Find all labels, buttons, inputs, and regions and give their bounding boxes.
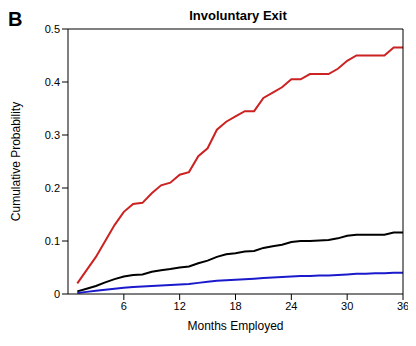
svg-text:0.4: 0.4 [45,76,60,88]
svg-text:Cumulative Probability: Cumulative Probability [9,102,23,221]
html-text:B: B [8,8,23,30]
svg-text:12: 12 [174,300,186,312]
svg-text:36: 36 [397,300,408,312]
svg-text:0.5: 0.5 [45,23,60,35]
svg-text:0.1: 0.1 [45,235,60,247]
svg-text:Months Employed: Months Employed [187,319,283,333]
svg-text:0: 0 [54,288,60,300]
html-text:Involuntary Exit: Involuntary Exit [189,8,287,23]
svg-text:30: 30 [341,300,353,312]
svg-text:18: 18 [229,300,241,312]
svg-text:0.2: 0.2 [45,182,60,194]
svg-text:24: 24 [285,300,297,312]
svg-text:0.3: 0.3 [45,129,60,141]
svg-text:6: 6 [121,300,127,312]
